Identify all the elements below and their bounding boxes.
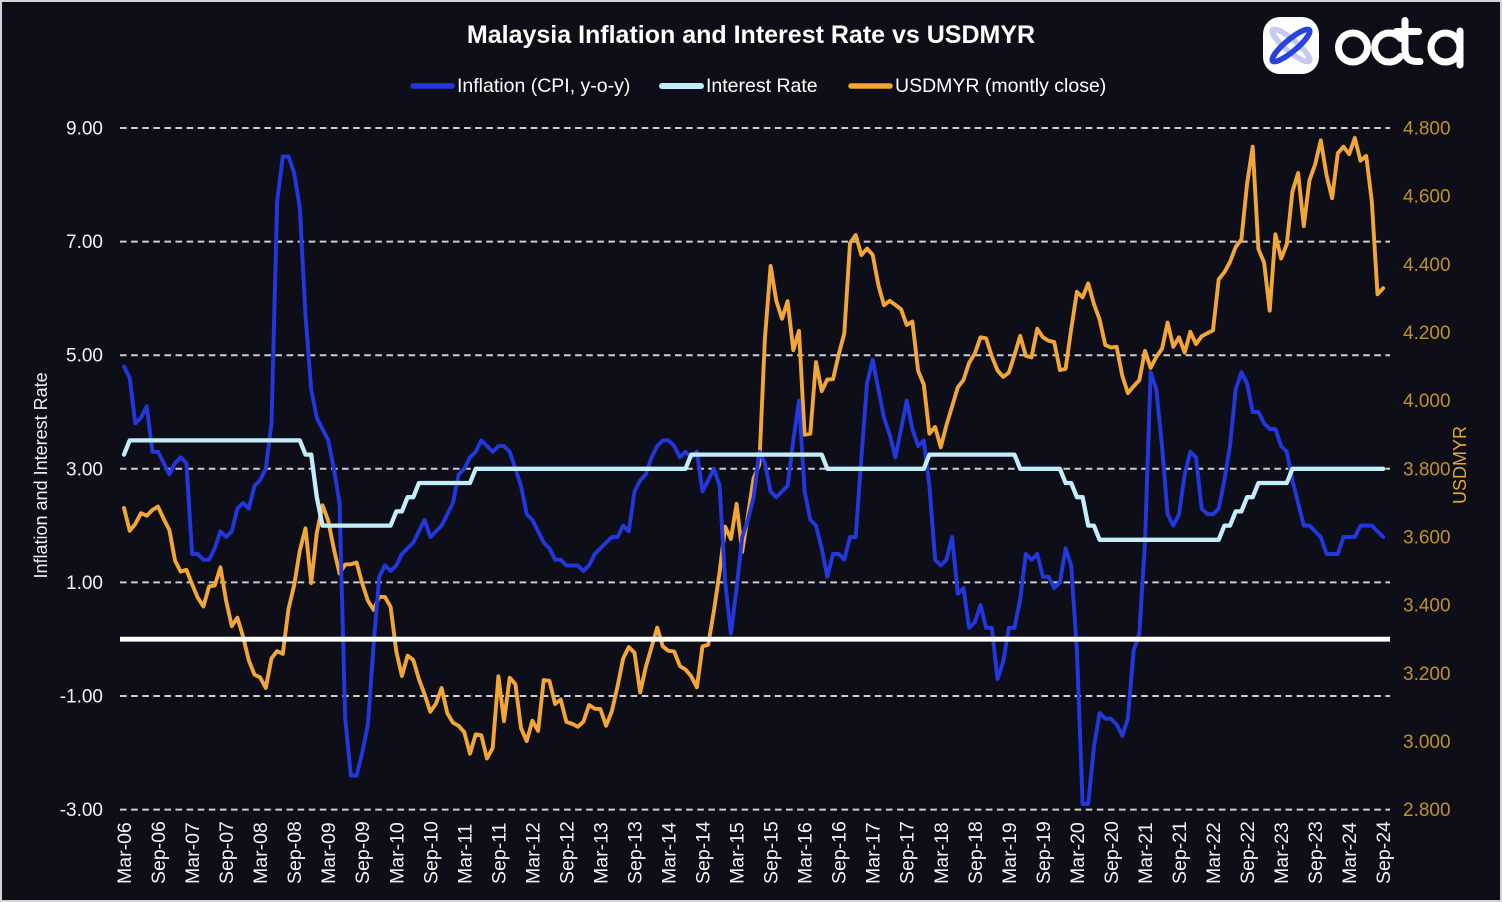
svg-text:Sep-13: Sep-13: [625, 821, 647, 884]
svg-text:5.00: 5.00: [66, 346, 103, 367]
svg-text:Mar-20: Mar-20: [1067, 822, 1089, 884]
svg-text:Sep-14: Sep-14: [693, 821, 715, 884]
svg-text:Mar-24: Mar-24: [1339, 822, 1361, 884]
svg-text:Sep-08: Sep-08: [284, 821, 306, 884]
svg-text:4.600: 4.600: [1403, 187, 1451, 208]
svg-text:Mar-08: Mar-08: [250, 822, 272, 884]
svg-text:Inflation (CPI, y-o-y): Inflation (CPI, y-o-y): [457, 75, 630, 97]
svg-text:Mar-14: Mar-14: [659, 822, 681, 884]
svg-text:Sep-07: Sep-07: [216, 821, 238, 884]
svg-text:Mar-12: Mar-12: [522, 822, 544, 884]
svg-text:Mar-16: Mar-16: [795, 822, 817, 884]
svg-text:Sep-06: Sep-06: [148, 821, 170, 884]
svg-text:Mar-15: Mar-15: [727, 822, 749, 884]
svg-text:3.000: 3.000: [1403, 732, 1451, 753]
svg-text:Sep-24: Sep-24: [1373, 821, 1395, 884]
svg-text:Mar-09: Mar-09: [318, 822, 340, 884]
svg-text:Sep-09: Sep-09: [352, 821, 374, 884]
svg-text:Sep-20: Sep-20: [1101, 821, 1123, 884]
svg-text:3.800: 3.800: [1403, 459, 1451, 480]
svg-text:Mar-18: Mar-18: [931, 822, 953, 884]
svg-text:Sep-10: Sep-10: [420, 821, 442, 884]
svg-text:Sep-22: Sep-22: [1237, 821, 1259, 884]
svg-text:Sep-17: Sep-17: [897, 821, 919, 884]
svg-text:Inflation and Interest Rate: Inflation and Interest Rate: [31, 372, 51, 578]
svg-text:Mar-23: Mar-23: [1271, 822, 1293, 884]
svg-text:Sep-12: Sep-12: [556, 821, 578, 884]
svg-text:4.400: 4.400: [1403, 255, 1451, 276]
svg-text:Mar-22: Mar-22: [1203, 822, 1225, 884]
svg-text:Mar-13: Mar-13: [590, 822, 612, 884]
svg-text:Sep-21: Sep-21: [1169, 821, 1191, 884]
svg-text:4.000: 4.000: [1403, 391, 1451, 412]
svg-text:3.600: 3.600: [1403, 528, 1451, 549]
svg-text:-1.00: -1.00: [60, 687, 103, 708]
svg-text:Mar-10: Mar-10: [386, 822, 408, 884]
svg-text:1.00: 1.00: [66, 573, 103, 594]
svg-text:-3.00: -3.00: [60, 800, 103, 821]
svg-text:Interest Rate: Interest Rate: [706, 75, 818, 97]
svg-text:Mar-19: Mar-19: [999, 822, 1021, 884]
svg-text:Sep-19: Sep-19: [1033, 821, 1055, 884]
svg-text:Mar-17: Mar-17: [863, 822, 885, 884]
svg-text:Sep-16: Sep-16: [829, 821, 851, 884]
svg-text:4.200: 4.200: [1403, 323, 1451, 344]
svg-text:Mar-06: Mar-06: [114, 822, 136, 884]
svg-text:Mar-21: Mar-21: [1135, 822, 1157, 884]
svg-text:Mar-07: Mar-07: [182, 822, 204, 884]
svg-text:4.800: 4.800: [1403, 119, 1451, 140]
svg-text:9.00: 9.00: [66, 119, 103, 140]
svg-text:USDMYR (montly close): USDMYR (montly close): [895, 75, 1106, 97]
svg-text:3.200: 3.200: [1403, 664, 1451, 685]
svg-text:7.00: 7.00: [66, 232, 103, 253]
svg-text:Sep-15: Sep-15: [761, 821, 783, 884]
svg-text:Sep-11: Sep-11: [488, 823, 510, 884]
svg-text:3.400: 3.400: [1403, 596, 1451, 617]
svg-text:3.00: 3.00: [66, 459, 103, 480]
svg-text:Malaysia Inflation and Interes: Malaysia Inflation and Interest Rate vs …: [467, 21, 1035, 49]
svg-text:Sep-23: Sep-23: [1305, 821, 1327, 884]
svg-text:Mar-11: Mar-11: [454, 824, 476, 884]
svg-text:Sep-18: Sep-18: [965, 821, 987, 884]
svg-text:USDMYR: USDMYR: [1450, 426, 1470, 504]
svg-text:2.800: 2.800: [1403, 800, 1451, 821]
